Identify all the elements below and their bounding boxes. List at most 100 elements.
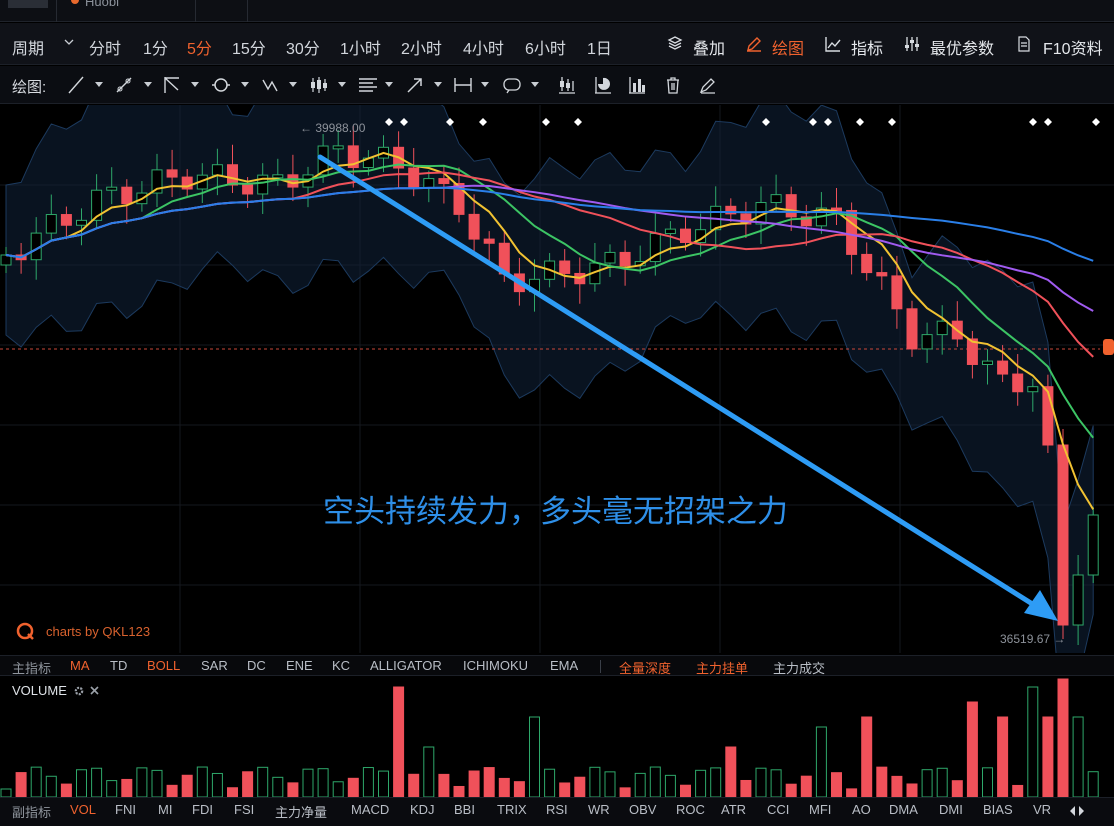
indicator-tab-dc[interactable]: DC <box>247 658 266 673</box>
sub-tab-atr[interactable]: ATR <box>721 802 747 817</box>
indicator-tab-kc[interactable]: KC <box>332 658 351 673</box>
chevron-down-icon[interactable] <box>338 82 346 87</box>
period-option[interactable]: 分时 <box>89 41 122 58</box>
sub-tab-cci[interactable]: CCI <box>767 802 790 817</box>
indicator-tab-ma[interactable]: MA <box>70 658 90 673</box>
chevron-down-icon[interactable] <box>385 82 393 87</box>
chevron-down-icon[interactable] <box>95 82 103 87</box>
sub-tab-ao[interactable]: AO <box>852 802 871 817</box>
candle-body <box>1027 386 1039 393</box>
indicator-tab-ichimoku[interactable]: ICHIMOKU <box>463 658 528 673</box>
trend-line-icon[interactable] <box>66 74 86 96</box>
chevron-down-icon[interactable] <box>64 37 74 47</box>
wave-pattern-icon[interactable] <box>260 74 282 96</box>
candle-body <box>1012 373 1024 393</box>
exchange-logo-icon <box>71 0 79 4</box>
candle-body <box>91 189 103 221</box>
sub-tab-wr[interactable]: WR <box>588 802 610 817</box>
period-option[interactable]: 4小时 <box>463 41 504 58</box>
sub-tab-dmi[interactable]: DMI <box>939 802 963 817</box>
sub-tab-kdj[interactable]: KDJ <box>410 802 435 817</box>
indicator-tab-ema[interactable]: EMA <box>550 658 579 673</box>
period-option[interactable]: 15分 <box>232 41 266 58</box>
channel-icon[interactable] <box>162 74 182 96</box>
sub-tab-obv[interactable]: OBV <box>629 802 657 817</box>
candle-body <box>846 209 858 255</box>
period-option-active[interactable]: 5分 <box>187 41 212 58</box>
volume-bar <box>378 770 389 797</box>
bar-chart-icon[interactable] <box>626 74 648 96</box>
volume-bar <box>166 784 178 797</box>
sub-tab-fdi[interactable]: FDI <box>192 802 213 817</box>
ray-line-icon[interactable] <box>114 74 134 96</box>
sub-tab-vr[interactable]: VR <box>1033 802 1052 817</box>
document-icon <box>1018 36 1030 52</box>
price-label-icon[interactable] <box>501 74 523 96</box>
sub-tab-fsi[interactable]: FSI <box>234 802 255 817</box>
main-orders-tab[interactable]: 主力挂单 <box>696 661 749 676</box>
sub-tab-rsi[interactable]: RSI <box>546 802 568 817</box>
chevron-down-icon[interactable] <box>434 82 442 87</box>
chevron-down-icon[interactable] <box>481 82 489 87</box>
gear-icon[interactable] <box>73 685 85 697</box>
arrow-tool-icon[interactable] <box>404 74 426 96</box>
draw-button[interactable]: 绘图 <box>772 41 805 58</box>
indicator-tab-alligator[interactable]: ALLIGATOR <box>370 658 442 673</box>
candle-body <box>966 338 978 365</box>
f10-info-button[interactable]: F10资料 <box>1043 41 1103 58</box>
exchange-tab[interactable]: Huobi <box>56 0 196 22</box>
chevron-down-icon[interactable] <box>241 82 249 87</box>
sub-tab-bias[interactable]: BIAS <box>983 802 1013 817</box>
period-option[interactable]: 1小时 <box>340 41 381 58</box>
sub-tab-fni[interactable]: FNI <box>115 802 136 817</box>
candle-body <box>227 164 238 186</box>
candle-style-icon[interactable] <box>556 74 578 96</box>
indicator-tab-ene[interactable]: ENE <box>286 658 313 673</box>
volume-bar <box>362 767 374 797</box>
period-option[interactable]: 2小时 <box>401 41 442 58</box>
sub-tab-main-net[interactable]: 主力净量 <box>275 805 328 820</box>
sub-tab-roc[interactable]: ROC <box>676 802 705 817</box>
candlestick-chart[interactable]: ← 39988.00 36519.67 → 空头持续发力，多头毫无招架之力 ch… <box>0 105 1114 653</box>
candle-body <box>181 176 193 190</box>
volume-bar <box>257 766 269 797</box>
candle-pattern-icon[interactable] <box>308 74 330 96</box>
chevron-down-icon[interactable] <box>289 82 297 87</box>
full-depth-tab[interactable]: 全量深度 <box>619 661 672 676</box>
sub-tab-mi[interactable]: MI <box>158 802 173 817</box>
indicators-button[interactable]: 指标 <box>851 41 884 58</box>
sub-tab-trix[interactable]: TRIX <box>497 802 527 817</box>
qkl-logo-icon <box>16 622 34 640</box>
trash-icon[interactable] <box>662 74 684 96</box>
menu-tab[interactable] <box>8 0 48 8</box>
overlay-button[interactable]: 叠加 <box>693 41 726 58</box>
sub-indicator-tabs: 副指标 VOL FNI MI FDI FSI 主力净量 MACD KDJ BBI… <box>0 797 1114 826</box>
sub-tab-vol[interactable]: VOL <box>70 802 97 817</box>
pie-chart-icon[interactable] <box>592 74 614 96</box>
sub-tab-macd[interactable]: MACD <box>351 802 390 817</box>
chevron-down-icon[interactable] <box>191 82 199 87</box>
period-option[interactable]: 1日 <box>587 41 612 58</box>
sub-tab-dma[interactable]: DMA <box>889 802 918 817</box>
period-option[interactable]: 6小时 <box>525 41 566 58</box>
main-trades-tab[interactable]: 主力成交 <box>773 661 826 676</box>
period-option[interactable]: 30分 <box>286 41 320 58</box>
scroll-arrows-icon[interactable] <box>1066 804 1088 818</box>
candle-body <box>332 145 344 150</box>
circle-shape-icon[interactable] <box>210 74 232 96</box>
period-option[interactable]: 1分 <box>143 41 168 58</box>
add-tab-button[interactable] <box>196 0 248 22</box>
indicator-tab-td[interactable]: TD <box>110 658 128 673</box>
sub-tab-bbi[interactable]: BBI <box>454 802 475 817</box>
fibonacci-icon[interactable] <box>357 74 379 96</box>
indicator-tab-sar[interactable]: SAR <box>201 658 228 673</box>
close-icon[interactable] <box>89 685 100 696</box>
indicator-tab-boll[interactable]: BOLL <box>147 658 181 673</box>
chevron-down-icon[interactable] <box>144 82 152 87</box>
eraser-pen-icon[interactable] <box>697 74 719 96</box>
best-params-button[interactable]: 最优参数 <box>930 41 995 58</box>
chevron-down-icon[interactable] <box>531 82 539 87</box>
range-measure-icon[interactable] <box>452 74 474 96</box>
volume-bar <box>181 774 193 797</box>
sub-tab-mfi[interactable]: MFI <box>809 802 832 817</box>
